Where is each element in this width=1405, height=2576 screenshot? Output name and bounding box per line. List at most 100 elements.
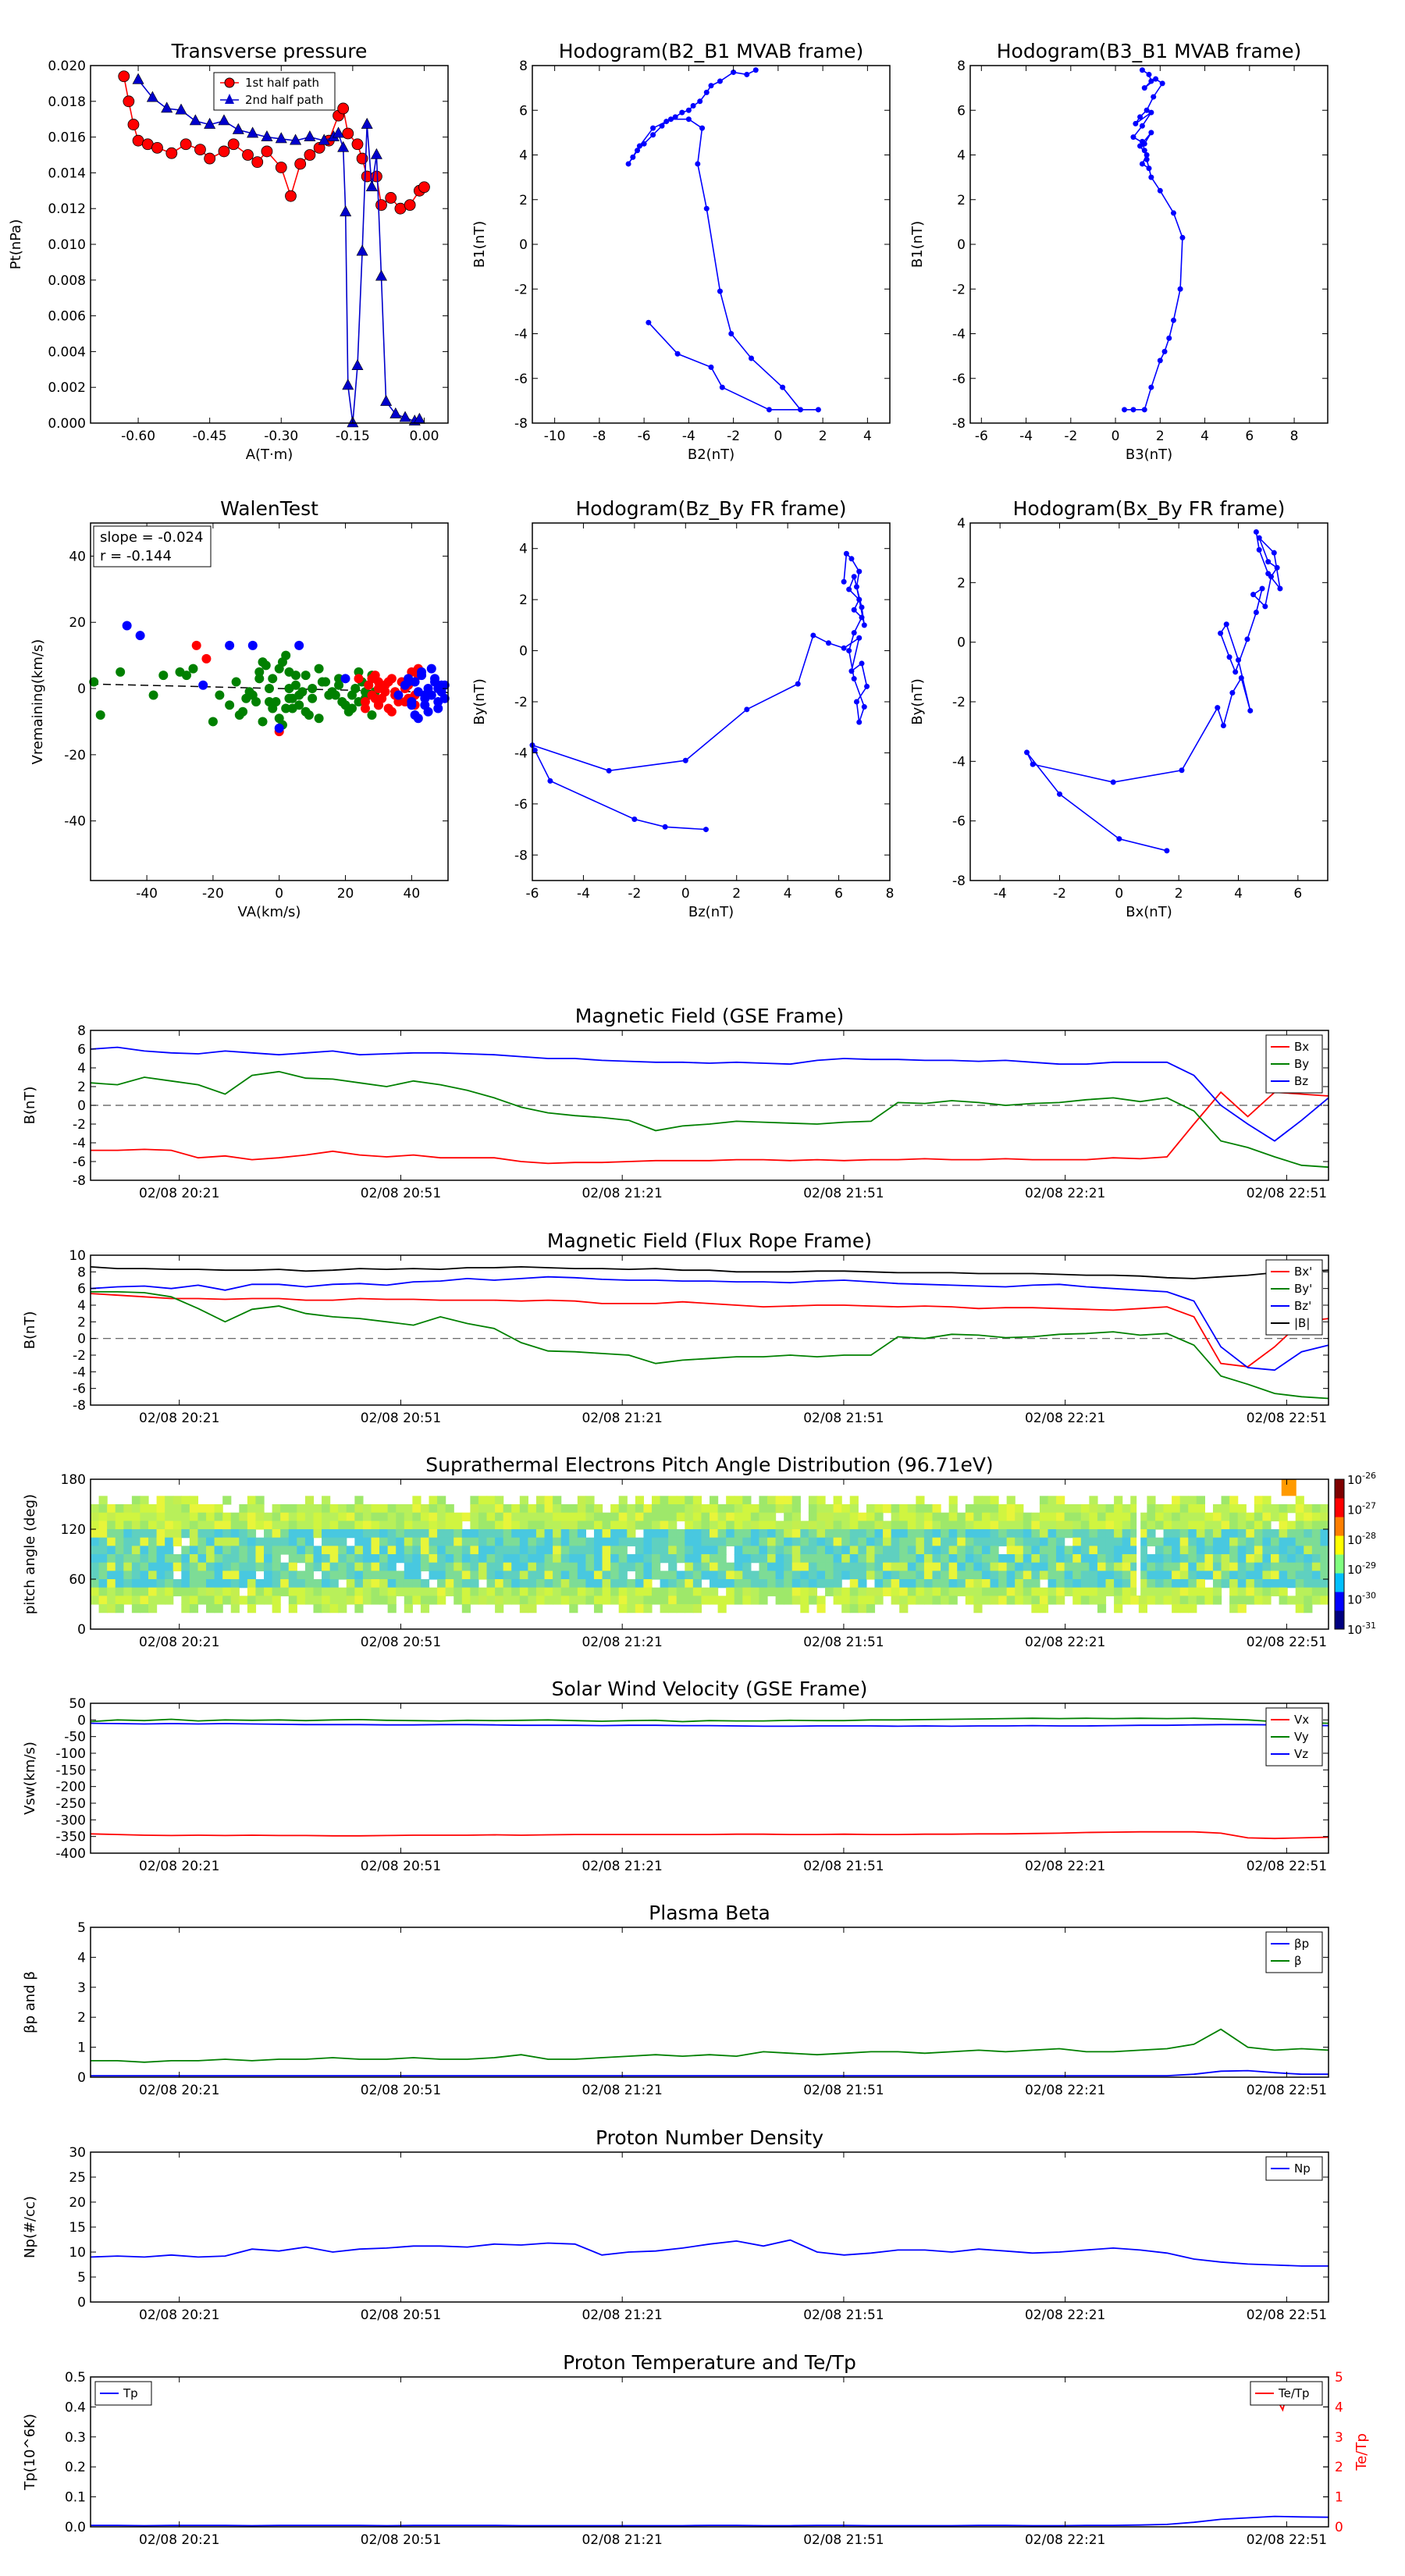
walen-ytick-label: -20 — [64, 748, 86, 763]
pad-cell — [1237, 1546, 1247, 1555]
h31-xlabel: B3(nT) — [1126, 447, 1172, 463]
pad-cell — [973, 1512, 983, 1521]
pad-cell — [923, 1504, 934, 1514]
pad-cell — [197, 1579, 207, 1589]
pad-cell — [957, 1587, 966, 1596]
pad-cell — [710, 1537, 719, 1546]
pad-cell — [304, 1579, 315, 1589]
pad-cell — [932, 1596, 941, 1605]
bgse-xtick-label: 02/08 21:51 — [803, 1186, 884, 1201]
pad-cell — [1254, 1504, 1264, 1514]
pad-cell — [685, 1554, 694, 1564]
bgse-title: Magnetic Field (GSE Frame) — [575, 1005, 844, 1027]
pad-cell — [1114, 1587, 1123, 1596]
pad-cell — [577, 1512, 586, 1521]
pad-cell — [717, 1554, 727, 1564]
pad-cell — [1279, 1562, 1288, 1571]
pad-cell — [470, 1579, 479, 1589]
walen-point — [360, 703, 370, 713]
pad-cell — [767, 1529, 777, 1539]
pad-cell — [396, 1512, 405, 1521]
np-ytick-label: 0 — [77, 2295, 86, 2311]
pt-legend-marker — [225, 94, 234, 104]
pad-cell — [1031, 1604, 1040, 1614]
pad-cell — [503, 1529, 512, 1539]
h31-point — [1157, 187, 1163, 194]
pad-cell — [362, 1521, 372, 1530]
hxy-point — [1226, 654, 1232, 660]
bgse-legend-label: By — [1294, 1057, 1309, 1071]
pad-cell — [98, 1596, 108, 1605]
pad-cell — [206, 1504, 215, 1514]
pad-cell — [883, 1579, 892, 1589]
pad-cell — [965, 1554, 974, 1564]
pad-colorbar-segment — [1335, 1554, 1344, 1574]
walen-frame — [90, 522, 449, 881]
walen-point — [274, 723, 284, 733]
pad-cell — [264, 1587, 273, 1596]
h31-point — [1141, 407, 1147, 413]
pad-cell — [165, 1521, 174, 1530]
pad-cell — [214, 1604, 223, 1614]
pad-cell — [1287, 1562, 1297, 1571]
beta-xtick-label: 02/08 20:21 — [139, 2083, 219, 2098]
pad-cell — [791, 1546, 801, 1555]
pad-cell — [685, 1504, 694, 1514]
pad-cell — [362, 1512, 372, 1521]
pad-cell — [1097, 1571, 1107, 1580]
pad-cell — [1212, 1587, 1222, 1596]
pad-cell — [181, 1604, 190, 1614]
pad-cell — [1048, 1512, 1057, 1521]
pad-cell — [1221, 1521, 1230, 1530]
pad-cell — [1097, 1529, 1107, 1539]
np-ytick-label: 15 — [69, 2220, 86, 2236]
pt-point — [175, 103, 187, 115]
pad-cell — [206, 1554, 215, 1564]
pad-cell — [833, 1554, 842, 1564]
pad-cell — [1056, 1504, 1065, 1514]
pad-cell — [445, 1521, 454, 1530]
pad-cell — [478, 1504, 488, 1514]
pad-cell — [858, 1562, 867, 1571]
bfr-ytick-label: 2 — [77, 1315, 86, 1330]
pad-cell — [495, 1512, 504, 1521]
pad-heatmap — [91, 1479, 1329, 1614]
pad-cell — [148, 1596, 158, 1605]
pad-cell — [528, 1537, 537, 1546]
pad-cell — [932, 1554, 941, 1564]
pad-cell — [1130, 1512, 1140, 1521]
pad-cell — [948, 1596, 958, 1605]
pad-cell — [140, 1579, 149, 1589]
pad-cell — [618, 1579, 628, 1589]
bfr-series-bz — [90, 1276, 1329, 1372]
pad-cell — [519, 1587, 528, 1596]
pad-cell — [998, 1521, 1008, 1530]
pad-cell — [1254, 1496, 1264, 1505]
pad-cell — [932, 1537, 941, 1546]
pad-cell — [1229, 1562, 1239, 1571]
pad-cell — [98, 1537, 108, 1546]
pad-cell — [91, 1596, 100, 1605]
pad-cell — [1196, 1562, 1205, 1571]
pad-cell — [1097, 1579, 1107, 1589]
pad-cell — [1221, 1554, 1230, 1564]
pad-cell — [1048, 1504, 1057, 1514]
pad-cell — [825, 1537, 834, 1546]
pad-cell — [404, 1562, 413, 1571]
pad-cell — [1262, 1521, 1272, 1530]
pad-cell — [1130, 1521, 1140, 1530]
pt-legend-label: 2nd half path — [245, 93, 323, 107]
pad-cell — [1212, 1579, 1222, 1589]
pad-cell — [486, 1571, 496, 1580]
pt-point — [356, 152, 368, 165]
pad-cell — [503, 1579, 512, 1589]
pad-cell — [923, 1546, 934, 1555]
pad-cell — [156, 1537, 165, 1546]
pad-frame — [90, 1478, 1329, 1630]
h31-ytick-label: 2 — [957, 193, 966, 208]
pad-cell — [1147, 1512, 1156, 1521]
h31-point — [1153, 76, 1159, 82]
pad-cell — [948, 1546, 958, 1555]
pad-cell — [165, 1579, 174, 1589]
pad-cell — [685, 1571, 694, 1580]
